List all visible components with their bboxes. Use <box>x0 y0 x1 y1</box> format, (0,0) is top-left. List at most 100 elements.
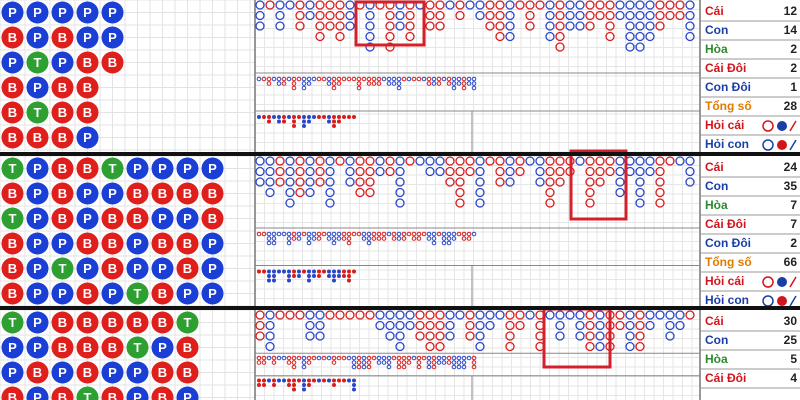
road-dot <box>306 236 312 241</box>
road-dot <box>256 360 262 365</box>
bead-label: B <box>108 315 117 330</box>
bead-label: P <box>33 261 42 276</box>
road-circle <box>505 0 515 10</box>
road-circle <box>315 166 325 177</box>
road-dot <box>406 76 412 82</box>
stat-label: Con Đôi <box>705 236 751 250</box>
road-circle <box>385 10 395 21</box>
road-circle <box>625 341 635 352</box>
bead <box>101 1 124 24</box>
road-circle <box>635 310 645 320</box>
road-circle <box>595 310 605 320</box>
road-dot <box>302 269 306 274</box>
stat-label: Cái Đôi <box>705 371 746 385</box>
bead-label: T <box>9 161 17 176</box>
road-circle <box>395 166 405 177</box>
road-dot <box>322 269 326 274</box>
road-circle <box>615 320 625 331</box>
road-circle <box>445 320 455 331</box>
road-dot <box>272 378 276 383</box>
bead <box>201 232 224 255</box>
road-circle <box>265 310 275 320</box>
road-circle <box>575 0 585 10</box>
stat-label: Hỏi cái <box>705 274 744 288</box>
road-dot <box>461 355 467 361</box>
road-dot <box>331 85 337 91</box>
road-circle <box>555 331 565 341</box>
road-dot <box>292 115 296 119</box>
bead-label: P <box>108 286 117 301</box>
road-circle <box>635 21 645 31</box>
road-circle <box>585 177 595 187</box>
road-circle <box>485 21 495 31</box>
bead-label: B <box>83 80 92 95</box>
road-dot <box>426 360 432 365</box>
road-circle <box>275 21 285 31</box>
bead-label: B <box>8 286 17 301</box>
road-dot <box>366 360 372 365</box>
road-dot <box>296 231 302 237</box>
road-circle <box>395 341 405 352</box>
bead-label: B <box>83 55 92 70</box>
highlight-box <box>569 149 628 221</box>
road-dot <box>466 76 472 82</box>
bead-label: B <box>133 315 142 330</box>
road-dot <box>401 355 407 361</box>
road-dot <box>451 85 457 91</box>
road-circle <box>535 177 545 187</box>
road-dot <box>361 364 367 370</box>
road-circle <box>515 0 525 10</box>
road-dot <box>331 231 337 237</box>
bead <box>51 76 74 99</box>
road-circle <box>255 0 265 10</box>
road-circle <box>545 198 555 208</box>
bead <box>126 182 149 205</box>
bead-label: T <box>134 340 142 355</box>
bead-label: B <box>208 211 217 226</box>
road-circle <box>475 187 485 198</box>
road-dot <box>371 355 377 361</box>
road-circle <box>255 21 265 31</box>
road-circle <box>415 156 425 166</box>
road-dot <box>282 378 286 383</box>
road-dot <box>271 240 277 246</box>
road-circle <box>465 156 475 166</box>
road-circle <box>455 0 465 10</box>
road-dot <box>441 236 447 241</box>
road-circle <box>455 10 465 21</box>
road-dot <box>277 119 281 124</box>
road-dot <box>376 360 382 365</box>
bead <box>51 257 74 280</box>
road-circle <box>385 31 395 42</box>
road-circle <box>605 156 615 166</box>
road-circle <box>685 10 695 21</box>
road-dot <box>396 81 402 86</box>
road-circle <box>645 0 655 10</box>
road-dot <box>286 231 292 237</box>
road-circle <box>555 10 565 21</box>
road-dot <box>446 240 452 246</box>
stat-label: Cái Đôi <box>705 217 746 231</box>
stat-label: Tổng số <box>705 99 752 113</box>
bead-label: P <box>8 340 17 355</box>
road-dot <box>302 124 306 128</box>
bead <box>26 51 49 74</box>
stat-label: Hòa <box>705 352 728 366</box>
road-circle <box>305 156 315 166</box>
stat-label: Cái <box>705 4 724 18</box>
road-dot <box>316 76 322 82</box>
road-circle <box>455 177 465 187</box>
road-circle <box>595 320 605 331</box>
stat-value: 25 <box>784 333 798 347</box>
road-dot <box>416 236 422 241</box>
road-dot <box>386 76 392 82</box>
ask-icon <box>777 277 787 287</box>
bead-label: P <box>183 211 192 226</box>
road-circle <box>575 156 585 166</box>
road-dot <box>366 355 372 361</box>
road-circle <box>295 0 305 10</box>
road-dot <box>426 231 432 237</box>
road-circle <box>265 331 275 341</box>
road-dot <box>302 378 306 383</box>
road-dot <box>391 81 397 86</box>
